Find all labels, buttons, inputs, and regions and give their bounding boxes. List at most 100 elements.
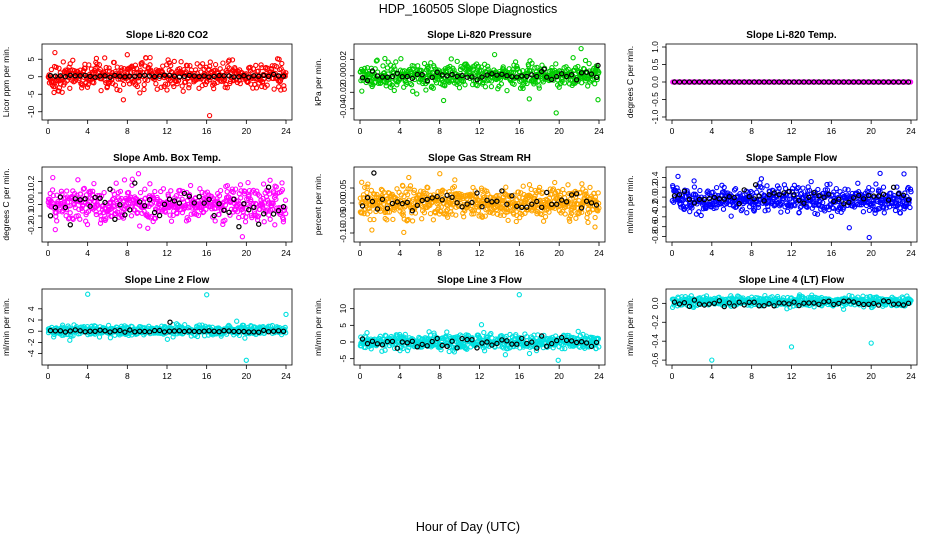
x-axis: 0 4 8 12 16 20 24 [358, 364, 604, 381]
outlier-point [204, 292, 210, 298]
summary-point [359, 74, 366, 81]
data-point [82, 65, 88, 72]
data-point [481, 329, 487, 336]
x-tick-label: 20 [242, 248, 252, 258]
x-tick-label: 0 [670, 248, 675, 258]
summary-point [136, 199, 143, 205]
data-point [212, 218, 218, 224]
x-tick-label: 0 [46, 371, 51, 381]
data-point [390, 216, 396, 223]
summary-point [270, 211, 277, 217]
data-point [501, 198, 507, 204]
data-point [103, 216, 109, 222]
summary-point [82, 72, 88, 79]
y-tick-label: 0.5 [650, 58, 660, 70]
x-tick-label: 0 [358, 248, 363, 258]
data-point [51, 203, 58, 210]
data-point [482, 84, 489, 90]
data-point [479, 213, 486, 220]
summary-point [544, 74, 550, 80]
data-point [134, 210, 140, 216]
data-point [362, 184, 368, 191]
data-point [494, 192, 500, 199]
data-point [380, 63, 386, 69]
data-point [586, 60, 592, 67]
data-point [227, 212, 233, 218]
data-point [141, 208, 147, 214]
summary-point [132, 180, 138, 186]
data-point [513, 218, 519, 225]
x-tick-label: 4 [709, 126, 714, 136]
data-point [520, 183, 526, 189]
data-point [199, 82, 205, 89]
data-point [158, 188, 164, 195]
data-point [427, 210, 434, 217]
data-point [58, 188, 65, 194]
data-point [526, 350, 533, 357]
y-tick-label: 0.1 [26, 187, 36, 199]
summary-point [686, 79, 693, 85]
data-point [778, 209, 784, 215]
data-points [357, 292, 602, 363]
data-point [485, 63, 491, 69]
summary-point [57, 194, 64, 200]
data-point [407, 186, 413, 192]
x-tick-label: 4 [85, 248, 90, 258]
data-point [539, 211, 545, 218]
summary-point [246, 206, 252, 213]
data-point [393, 59, 399, 65]
data-point [866, 207, 873, 214]
data-point [448, 56, 454, 62]
data-point [411, 187, 418, 193]
summary-point [166, 72, 173, 79]
summary-point [67, 222, 74, 228]
summary-point [122, 73, 128, 80]
data-point [179, 83, 185, 89]
y-tick-label: 0 [26, 74, 36, 79]
data-point [98, 87, 104, 94]
data-point [784, 208, 791, 214]
summary-point [176, 74, 183, 80]
summary-point [756, 79, 762, 85]
summary-point [364, 77, 371, 84]
data-point [226, 194, 232, 200]
data-point [503, 184, 509, 190]
data-point [444, 329, 450, 335]
outlier-point [570, 55, 576, 61]
data-point [147, 54, 153, 61]
summary-point [791, 79, 797, 85]
summary-point [563, 73, 570, 80]
outlier-point [276, 56, 282, 62]
data-point [153, 81, 159, 87]
data-point [184, 63, 190, 69]
data-point [691, 184, 698, 190]
summary-point [454, 73, 460, 80]
x-tick-label: 12 [787, 126, 797, 136]
summary-point [181, 73, 188, 80]
data-point [454, 58, 460, 65]
summary-point [681, 79, 688, 85]
data-point [162, 209, 169, 215]
panel-title: Slope Line 4 (LT) Flow [739, 275, 845, 286]
summary-point [181, 190, 188, 197]
summary-point [97, 73, 103, 79]
data-point [592, 194, 599, 200]
data-point [391, 87, 397, 94]
data-point [744, 210, 750, 216]
data-point [165, 57, 171, 63]
summary-point [127, 73, 133, 79]
summary-point [404, 73, 410, 80]
outlier-point [124, 52, 130, 58]
summary-point [588, 71, 595, 77]
summary-point [568, 71, 575, 78]
summary-point [117, 73, 123, 79]
outlier-point [239, 234, 246, 240]
data-point [241, 191, 248, 197]
x-tick-label: 12 [475, 248, 485, 258]
x-tick-label: 20 [866, 126, 876, 136]
summary-point [196, 73, 202, 80]
data-point [540, 218, 547, 224]
summary-point [241, 200, 247, 207]
summary-point [127, 207, 133, 213]
